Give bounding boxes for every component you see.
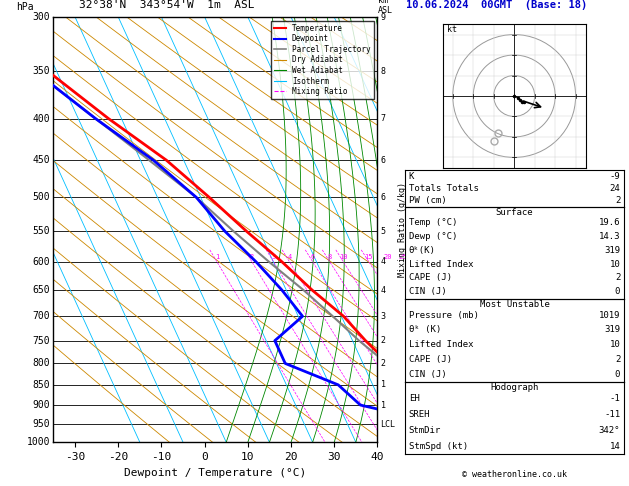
- Text: 4: 4: [381, 286, 386, 295]
- Text: 25: 25: [398, 254, 406, 260]
- Text: θᵏ (K): θᵏ (K): [409, 325, 441, 334]
- Text: 850: 850: [33, 380, 50, 390]
- Text: kt: kt: [447, 25, 457, 35]
- Text: 950: 950: [33, 419, 50, 429]
- Text: 6: 6: [381, 156, 386, 165]
- Text: 5: 5: [381, 226, 386, 236]
- Text: 0: 0: [615, 287, 620, 296]
- Text: 4: 4: [381, 257, 386, 266]
- Text: SREH: SREH: [409, 410, 430, 419]
- Text: Totals Totals: Totals Totals: [409, 184, 479, 193]
- Text: 15: 15: [365, 254, 373, 260]
- Text: 24: 24: [610, 184, 620, 193]
- Text: θᵏ(K): θᵏ(K): [409, 245, 436, 255]
- Text: 1019: 1019: [599, 311, 620, 319]
- Text: LCL: LCL: [381, 419, 396, 429]
- X-axis label: Dewpoint / Temperature (°C): Dewpoint / Temperature (°C): [125, 468, 306, 478]
- Text: StmSpd (kt): StmSpd (kt): [409, 442, 468, 451]
- Text: 19.6: 19.6: [599, 218, 620, 227]
- Text: km
ASL: km ASL: [378, 0, 393, 15]
- Text: 1: 1: [381, 400, 386, 410]
- Text: 319: 319: [604, 245, 620, 255]
- Text: 500: 500: [33, 192, 50, 203]
- Text: 400: 400: [33, 114, 50, 123]
- Text: Surface: Surface: [496, 208, 533, 217]
- Text: 1: 1: [215, 254, 219, 260]
- Text: 350: 350: [33, 67, 50, 76]
- Text: CIN (J): CIN (J): [409, 370, 447, 379]
- Text: 4: 4: [287, 254, 292, 260]
- Text: © weatheronline.co.uk: © weatheronline.co.uk: [462, 469, 567, 479]
- Text: CIN (J): CIN (J): [409, 287, 447, 296]
- Text: Mixing Ratio (g/kg): Mixing Ratio (g/kg): [398, 182, 407, 277]
- Text: 10: 10: [339, 254, 348, 260]
- Text: 650: 650: [33, 285, 50, 295]
- Text: 6: 6: [381, 193, 386, 202]
- Text: -11: -11: [604, 410, 620, 419]
- Text: 10.06.2024  00GMT  (Base: 18): 10.06.2024 00GMT (Base: 18): [406, 0, 587, 10]
- Text: 319: 319: [604, 325, 620, 334]
- Text: EH: EH: [409, 394, 420, 403]
- Text: 20: 20: [383, 254, 392, 260]
- Text: CAPE (J): CAPE (J): [409, 274, 452, 282]
- Text: 700: 700: [33, 311, 50, 321]
- Text: 450: 450: [33, 155, 50, 165]
- Text: Dewp (°C): Dewp (°C): [409, 232, 457, 241]
- Text: 342°: 342°: [599, 426, 620, 435]
- Text: 6: 6: [311, 254, 315, 260]
- Text: PW (cm): PW (cm): [409, 196, 447, 205]
- Text: 2: 2: [615, 274, 620, 282]
- Text: 2: 2: [381, 336, 386, 345]
- Text: Hodograph: Hodograph: [491, 383, 538, 392]
- Text: 8: 8: [381, 67, 386, 76]
- Text: 2: 2: [381, 359, 386, 368]
- Text: Lifted Index: Lifted Index: [409, 340, 474, 349]
- Text: 32°38'N  343°54'W  1m  ASL: 32°38'N 343°54'W 1m ASL: [79, 0, 254, 10]
- Text: CAPE (J): CAPE (J): [409, 355, 452, 364]
- Text: 1: 1: [381, 381, 386, 389]
- Text: 900: 900: [33, 400, 50, 410]
- Text: 550: 550: [33, 226, 50, 236]
- Text: 1000: 1000: [26, 437, 50, 447]
- Text: 2: 2: [615, 355, 620, 364]
- Text: 750: 750: [33, 336, 50, 346]
- Text: Lifted Index: Lifted Index: [409, 260, 474, 269]
- Text: 8: 8: [328, 254, 332, 260]
- Text: Most Unstable: Most Unstable: [479, 300, 550, 310]
- Text: 300: 300: [33, 12, 50, 22]
- Text: 14: 14: [610, 442, 620, 451]
- Text: 7: 7: [381, 114, 386, 123]
- Text: 9: 9: [381, 13, 386, 21]
- Text: 3: 3: [272, 254, 276, 260]
- Text: 2: 2: [615, 196, 620, 205]
- Text: 10: 10: [610, 260, 620, 269]
- Text: Temp (°C): Temp (°C): [409, 218, 457, 227]
- Text: -9: -9: [610, 172, 620, 181]
- Text: 0: 0: [615, 370, 620, 379]
- Text: 14.3: 14.3: [599, 232, 620, 241]
- Text: K: K: [409, 172, 415, 181]
- Text: Pressure (mb): Pressure (mb): [409, 311, 479, 319]
- Text: 3: 3: [381, 312, 386, 321]
- Text: 600: 600: [33, 257, 50, 267]
- Text: 2: 2: [250, 254, 254, 260]
- Text: -1: -1: [610, 394, 620, 403]
- Text: hPa: hPa: [16, 2, 33, 12]
- Text: 10: 10: [610, 340, 620, 349]
- Text: StmDir: StmDir: [409, 426, 441, 435]
- Text: 800: 800: [33, 359, 50, 368]
- Legend: Temperature, Dewpoint, Parcel Trajectory, Dry Adiabat, Wet Adiabat, Isotherm, Mi: Temperature, Dewpoint, Parcel Trajectory…: [271, 21, 374, 99]
